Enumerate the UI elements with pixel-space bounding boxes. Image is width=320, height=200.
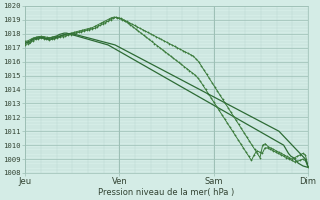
X-axis label: Pression niveau de la mer( hPa ): Pression niveau de la mer( hPa ): [99, 188, 235, 197]
